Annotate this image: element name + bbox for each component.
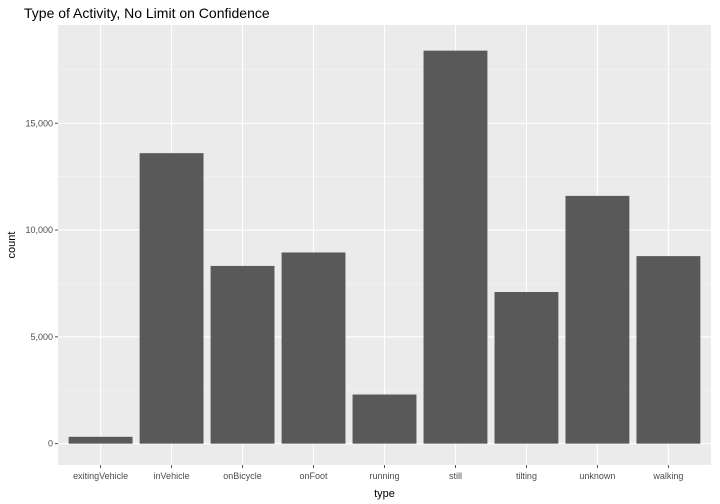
x-tick-label: onFoot [300,471,329,481]
bar-running [352,394,417,444]
bar-still [423,50,488,444]
bar-inVehicle [139,153,204,444]
x-tick-label: onBicycle [223,471,262,481]
chart-title: Type of Activity, No Limit on Confidence [24,5,270,21]
bar-onBicycle [210,265,275,444]
x-tick-label: still [449,471,462,481]
y-axis: 0 5,000 10,000 15,000 [25,118,58,449]
x-tick-label: exitingVehicle [73,471,128,481]
bar-walking [636,256,701,444]
x-axis-title: type [374,488,395,500]
x-axis: exitingVehicle inVehicle onBicycle onFoot ru… [73,465,683,481]
y-axis-title: count [6,232,18,259]
x-tick-label: tilting [516,471,537,481]
x-tick-label: unknown [579,471,615,481]
bars [68,50,701,444]
y-tick-label: 15,000 [25,118,53,128]
y-tick-label: 10,000 [25,225,53,235]
bar-tilting [494,291,559,444]
y-tick-label: 5,000 [30,332,53,342]
bar-unknown [565,195,630,444]
x-tick-label: walking [652,471,683,481]
bar-onFoot [281,252,346,444]
x-tick-label: inVehicle [154,471,190,481]
y-tick-label: 0 [48,439,53,449]
x-tick-label: running [369,471,399,481]
bar-exitingVehicle [68,436,133,444]
